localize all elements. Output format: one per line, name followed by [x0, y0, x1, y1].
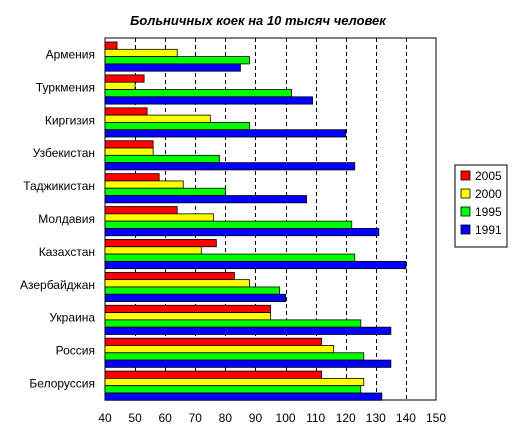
bar-2005	[104, 107, 148, 116]
x-tick-label: 150	[426, 411, 446, 425]
bar-1991	[104, 392, 383, 401]
bar-1995	[104, 122, 250, 131]
x-tick-label: 100	[276, 411, 296, 425]
bar-2005	[104, 140, 154, 149]
bar-2005	[104, 74, 145, 83]
bar-1995	[104, 253, 356, 262]
legend-label-2005: 2005	[475, 169, 502, 183]
bar-2000	[104, 114, 211, 123]
legend: 2005 2000 1995 1991	[454, 164, 508, 248]
bar-1995	[104, 220, 353, 229]
bar-2000	[104, 180, 184, 189]
bar-2005	[104, 206, 178, 215]
bar-2000	[104, 377, 365, 387]
x-axis-labels: 40 50 60 70 80 90 100 110 120 130 140 150	[98, 411, 446, 425]
bar-1995	[104, 89, 292, 98]
legend-label-1995: 1995	[475, 205, 502, 219]
bar-1995	[104, 56, 250, 65]
bar-2005	[104, 304, 271, 313]
category-label: Казахстан	[39, 245, 95, 259]
category-label: Туркмения	[36, 80, 95, 94]
bar-1995	[104, 286, 280, 295]
bar-1995	[104, 154, 220, 164]
bar-1991	[104, 260, 407, 270]
bar-2005	[104, 370, 323, 379]
bar-2005	[104, 41, 118, 50]
bar-2000	[104, 246, 202, 255]
category-label: Украина	[49, 311, 95, 325]
bar-1995	[104, 352, 365, 361]
bar-1991	[104, 162, 356, 171]
legend-label-2000: 2000	[475, 187, 502, 201]
y-axis-labels: Армения Туркмения Киргизия Узбекистан Таджик…	[20, 47, 95, 390]
category-label: Киргизия	[45, 113, 95, 127]
x-tick-label: 40	[98, 411, 112, 425]
x-tick-label: 60	[159, 411, 173, 425]
x-tick-label: 130	[366, 411, 386, 425]
bar-1991	[104, 326, 392, 335]
bar-2000	[104, 147, 154, 156]
category-label: Россия	[56, 344, 95, 358]
x-tick-label: 70	[189, 411, 203, 425]
bar-1991	[104, 129, 347, 138]
x-tick-label: 110	[306, 411, 325, 425]
category-label: Узбекистан	[33, 146, 95, 160]
bar-2005	[104, 337, 323, 346]
bar-2005	[104, 173, 160, 182]
category-label: Белоруссия	[29, 377, 95, 391]
legend-swatch-2005	[460, 170, 471, 181]
legend-swatch-1991	[460, 224, 471, 235]
legend-swatch-2000	[460, 188, 471, 199]
bar-2000	[104, 345, 335, 354]
bar-2000	[104, 213, 214, 222]
x-tick-label: 50	[128, 411, 142, 425]
chart-title: Больничных коек на 10 тысяч человек	[130, 13, 386, 28]
bar-1995	[104, 187, 226, 196]
bar-2000	[104, 81, 136, 90]
bar-1991	[104, 359, 392, 368]
category-label: Таджикистан	[23, 179, 95, 193]
bar-2005	[104, 239, 217, 248]
bar-1991	[104, 96, 314, 105]
category-label: Молдавия	[38, 212, 95, 226]
category-label: Армения	[46, 47, 95, 61]
bar-2000	[104, 279, 250, 288]
legend-swatch-1995	[460, 206, 471, 217]
bar-1995	[104, 319, 362, 328]
category-label: Азербайджан	[20, 278, 95, 292]
bar-1991	[104, 195, 308, 204]
x-tick-label: 120	[336, 411, 356, 425]
x-tick-label: 90	[249, 411, 263, 425]
bar-1991	[104, 293, 286, 302]
x-tick-label: 80	[219, 411, 233, 425]
bar-2000	[104, 312, 271, 321]
bar-2000	[104, 48, 178, 57]
bar-2005	[104, 271, 235, 281]
bar-1991	[104, 63, 241, 72]
bar-1991	[104, 228, 380, 237]
legend-label-1991: 1991	[475, 223, 502, 237]
bars	[104, 41, 407, 401]
x-tick-label: 140	[396, 411, 416, 425]
bar-1995	[104, 385, 362, 394]
